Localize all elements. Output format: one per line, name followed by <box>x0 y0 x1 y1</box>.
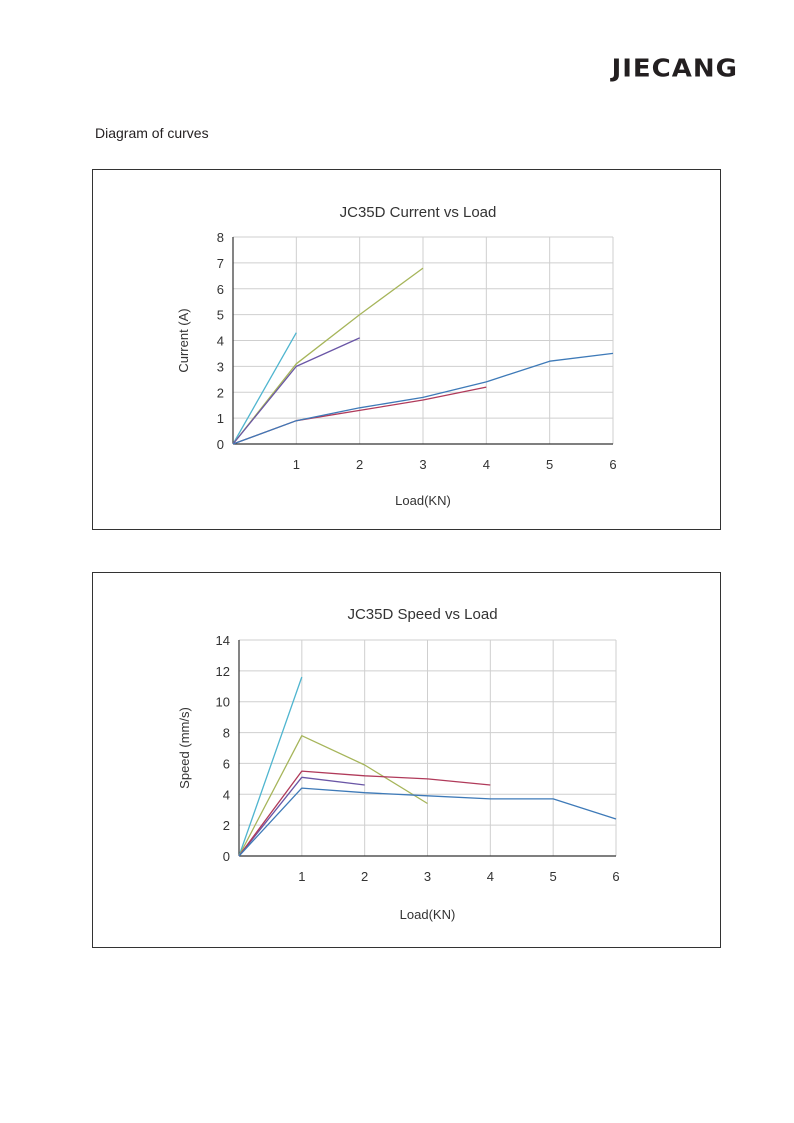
series-line-2 <box>232 267 424 445</box>
y-tick-label: 1 <box>217 411 224 426</box>
chart-title: JC35D Speed vs Load <box>347 606 497 623</box>
y-tick-label: 5 <box>217 308 224 323</box>
series-line-3 <box>232 337 360 445</box>
y-tick-label: 4 <box>217 334 224 349</box>
series-line-1 <box>238 676 303 857</box>
brand-logo: JIECANG <box>611 54 738 84</box>
x-tick-label: 4 <box>487 869 494 884</box>
x-tick-label: 4 <box>483 457 490 472</box>
y-tick-label: 0 <box>223 849 230 864</box>
x-tick-label: 5 <box>550 869 557 884</box>
y-tick-label: 6 <box>217 282 224 297</box>
series-line-5 <box>232 352 614 445</box>
chart-title: JC35D Current vs Load <box>340 204 497 221</box>
y-tick-label: 2 <box>223 818 230 833</box>
y-tick-label: 10 <box>216 695 230 710</box>
y-tick-label: 8 <box>223 726 230 741</box>
x-tick-label: 6 <box>609 457 616 472</box>
y-tick-label: 0 <box>217 437 224 452</box>
x-tick-label: 3 <box>419 457 426 472</box>
x-tick-label: 2 <box>361 869 368 884</box>
x-axis-label: Load(KN) <box>395 493 451 508</box>
y-tick-label: 4 <box>223 787 230 802</box>
y-tick-label: 6 <box>223 756 230 771</box>
y-tick-label: 3 <box>217 359 224 374</box>
y-tick-label: 2 <box>217 385 224 400</box>
section-title: Diagram of curves <box>95 125 209 141</box>
current-vs-load-chart: JC35D Current vs Load 0 1 2 3 4 5 6 7 8 1 2 3 4 5 6 Load… <box>176 204 617 508</box>
series-line-1 <box>232 332 297 445</box>
series-line-4 <box>238 770 491 857</box>
y-tick-label: 12 <box>216 664 230 679</box>
y-axis-label: Speed (mm/s) <box>177 707 192 789</box>
speed-vs-load-chart-frame: JC35D Speed vs Load 0 2 4 6 8 10 12 14 1 2 3 4 5 6 Load… <box>92 572 721 948</box>
series-line-5 <box>238 787 617 857</box>
current-vs-load-chart-frame: JC35D Current vs Load 0 1 2 3 4 5 6 7 8 1 2 3 4 5 6 Load… <box>92 169 721 530</box>
y-axis-label: Current (A) <box>176 308 191 372</box>
x-tick-label: 6 <box>612 869 619 884</box>
series-line-3 <box>238 776 365 857</box>
x-tick-label: 2 <box>356 457 363 472</box>
series-line-2 <box>238 735 428 857</box>
x-tick-label: 1 <box>293 457 300 472</box>
x-tick-label: 1 <box>298 869 305 884</box>
x-tick-label: 5 <box>546 457 553 472</box>
y-tick-label: 14 <box>216 633 230 648</box>
y-tick-label: 7 <box>217 256 224 271</box>
y-tick-label: 8 <box>217 230 224 245</box>
x-axis-label: Load(KN) <box>400 907 456 922</box>
x-tick-label: 3 <box>424 869 431 884</box>
